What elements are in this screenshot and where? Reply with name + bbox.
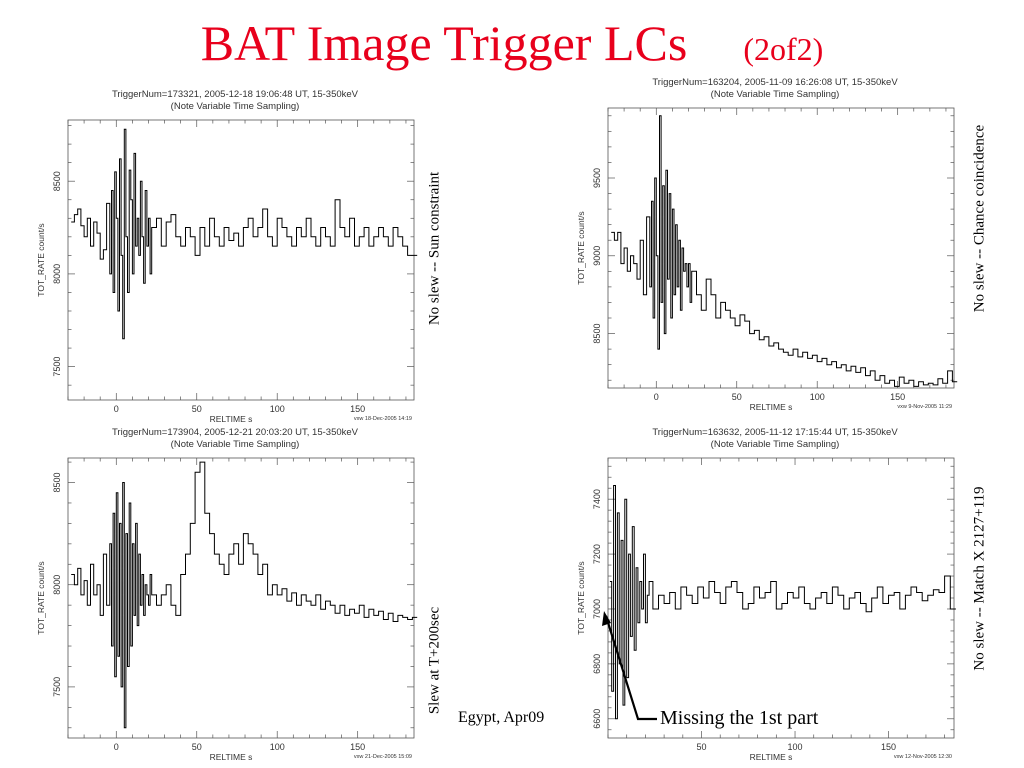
x-tick-label: 50 [697,742,707,752]
y-tick-label: 7500 [52,677,62,697]
y-tick-label: 8000 [52,575,62,595]
x-axis-label: RELTIME s [210,414,253,424]
plot-frame [67,457,415,739]
data-series-line [611,115,958,387]
x-tick-label: 50 [732,392,742,402]
y-tick-label: 9500 [592,168,602,188]
chart-svg: TriggerNum=163204, 2005-11-09 16:26:08 U… [576,77,958,412]
slide-title-sub: (2of2) [743,31,824,67]
y-tick-label: 6600 [592,709,602,729]
chart-panel-top-left: TriggerNum=173321, 2005-12-18 19:06:48 U… [32,84,432,424]
chart-title: TriggerNum=173321, 2005-12-18 19:06:48 U… [112,89,359,100]
chart-subtitle: (Note Variable Time Sampling) [171,101,300,112]
x-axis-label: RELTIME s [210,752,253,762]
chart-svg: TriggerNum=173321, 2005-12-18 19:06:48 U… [36,89,418,424]
x-tick-label: 50 [192,742,202,752]
x-tick-label: 100 [810,392,825,402]
chart-title: TriggerNum=163632, 2005-11-12 17:15:44 U… [652,427,898,438]
y-tick-label: 6800 [592,654,602,674]
corner-stamp: vxw 18-Dec-2005 14:19 [354,416,412,422]
y-tick-label: 7200 [592,544,602,564]
plot-frame [67,119,415,401]
y-axis-label: TOT_RATE count/s [576,561,586,634]
data-series-line [71,128,418,340]
y-axis-label: TOT_RATE count/s [576,211,586,284]
data-series-line [71,461,418,729]
chart-panel-bottom-right: TriggerNum=163632, 2005-11-12 17:15:44 U… [572,422,972,762]
slide-title-main: BAT Image Trigger LCs [200,15,688,71]
x-tick-label: 0 [654,392,659,402]
x-tick-label: 150 [350,742,365,752]
y-tick-label: 7000 [592,599,602,619]
y-tick-label: 7400 [592,489,602,509]
chart-panel-top-right: TriggerNum=163204, 2005-11-09 16:26:08 U… [572,72,972,412]
corner-stamp: vxw 9-Nov-2005 11:29 [897,404,952,410]
y-tick-label: 7500 [52,357,62,377]
annotation-text: Missing the 1st part [658,707,821,730]
annotation-arrow-head [602,611,611,626]
y-tick-label: 8500 [52,473,62,493]
x-axis-label: RELTIME s [750,402,793,412]
y-tick-label: 8500 [52,171,62,191]
chart-svg: TriggerNum=173904, 2005-12-21 20:03:20 U… [36,427,418,762]
x-tick-label: 150 [890,392,905,402]
data-series-line [609,485,956,720]
x-tick-label: 0 [114,404,119,414]
chart-title: TriggerNum=163204, 2005-11-09 16:26:08 U… [652,77,898,88]
y-axis-label: TOT_RATE count/s [36,561,46,634]
chart-subtitle: (Note Variable Time Sampling) [711,89,840,100]
slide-title: BAT Image Trigger LCs (2of2) [0,14,1024,72]
y-tick-label: 9000 [592,246,602,266]
corner-stamp: vxw 21-Dec-2005 15:09 [354,754,412,760]
x-tick-label: 0 [114,742,119,752]
x-tick-label: 150 [881,742,896,752]
chart-title: TriggerNum=173904, 2005-12-21 20:03:20 U… [112,427,359,438]
x-tick-label: 100 [788,742,803,752]
chart-subtitle: (Note Variable Time Sampling) [711,439,840,450]
plot-frame [607,107,955,389]
x-axis-label: RELTIME s [750,752,793,762]
chart-svg: TriggerNum=163632, 2005-11-12 17:15:44 U… [576,427,956,762]
chart-panel-bottom-left: TriggerNum=173904, 2005-12-21 20:03:20 U… [32,422,432,762]
x-tick-label: 100 [270,404,285,414]
x-tick-label: 150 [350,404,365,414]
y-tick-label: 8500 [592,324,602,344]
y-tick-label: 8000 [52,264,62,284]
corner-stamp: vxw 12-Nov-2005 12:30 [894,754,952,760]
x-tick-label: 100 [270,742,285,752]
x-tick-label: 50 [192,404,202,414]
footer-text: Egypt, Apr09 [458,709,545,727]
annotation-arrow-line [604,615,657,721]
chart-subtitle: (Note Variable Time Sampling) [171,439,300,450]
y-axis-label: TOT_RATE count/s [36,223,46,296]
